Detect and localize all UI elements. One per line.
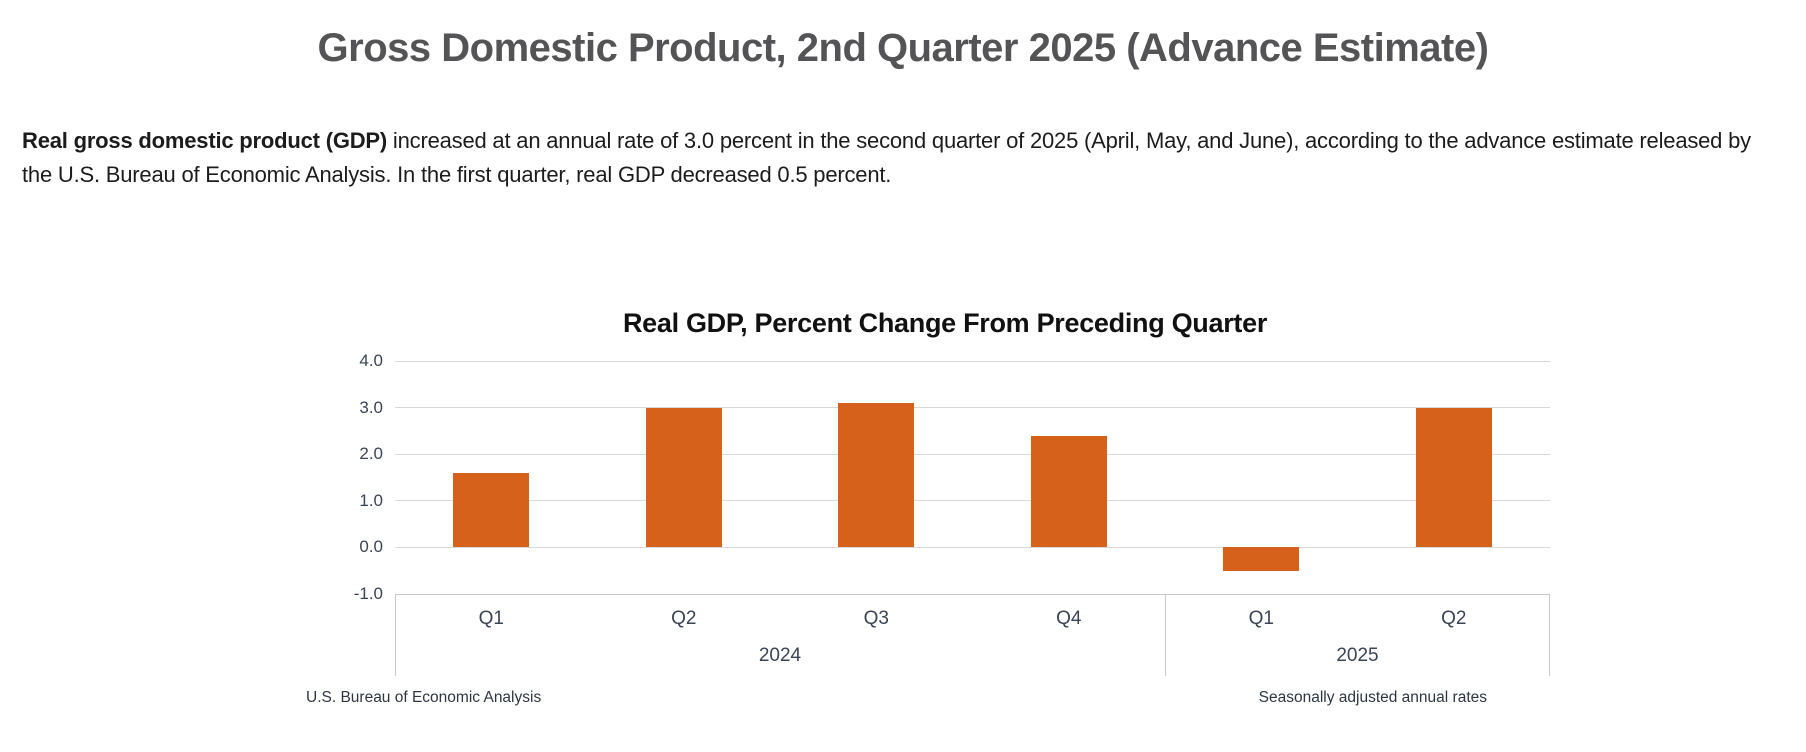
plot-area	[395, 360, 1550, 595]
bar-q2-1	[645, 407, 722, 548]
gridline	[395, 546, 1550, 548]
lead-paragraph: Real gross domestic product (GDP) increa…	[22, 124, 1786, 192]
lead-bold-text: Real gross domestic product (GDP)	[22, 128, 388, 153]
gridline	[395, 453, 1550, 455]
category-label: Q2	[1441, 608, 1467, 629]
category-label: Q4	[1056, 608, 1082, 629]
category-separator	[395, 595, 396, 676]
page-title: Gross Domestic Product, 2nd Quarter 2025…	[317, 26, 1489, 70]
gridline	[395, 360, 1550, 362]
chart-note-label: Seasonally adjusted annual rates	[1258, 689, 1487, 706]
y-tick-label: 4.0	[359, 351, 383, 370]
bar-q1-0	[453, 472, 530, 548]
chart-source-label: U.S. Bureau of Economic Analysis	[306, 689, 542, 706]
year-group-label: 2025	[1336, 645, 1379, 666]
year-group-label: 2024	[758, 645, 802, 666]
gridline	[395, 407, 1550, 409]
y-tick-label: 2.0	[359, 444, 383, 464]
category-label: Q1	[1248, 608, 1274, 629]
category-axis: Q1 Q2 Q3 Q4 Q1 Q2 2024 2025	[395, 594, 1550, 676]
category-separator	[1165, 595, 1166, 676]
y-tick-label: 1.0	[359, 490, 383, 510]
category-label: Q1	[478, 608, 504, 629]
bar-q2-5	[1415, 407, 1492, 548]
gridline	[395, 500, 1550, 502]
category-label: Q2	[671, 608, 697, 629]
chart-title: Real GDP, Percent Change From Preceding …	[622, 308, 1268, 338]
bar-q4-3	[1030, 435, 1107, 548]
bar-q3-2	[838, 402, 915, 548]
category-separator	[1549, 595, 1550, 676]
category-label: Q3	[863, 608, 889, 629]
lead-rest-text: increased at an annual rate of 3.0 perce…	[22, 128, 1751, 187]
y-tick-label: -1.0	[353, 584, 383, 603]
bar-q1-4	[1223, 547, 1300, 571]
y-tick-label: 0.0	[359, 537, 383, 557]
y-tick-label: 3.0	[359, 397, 383, 417]
